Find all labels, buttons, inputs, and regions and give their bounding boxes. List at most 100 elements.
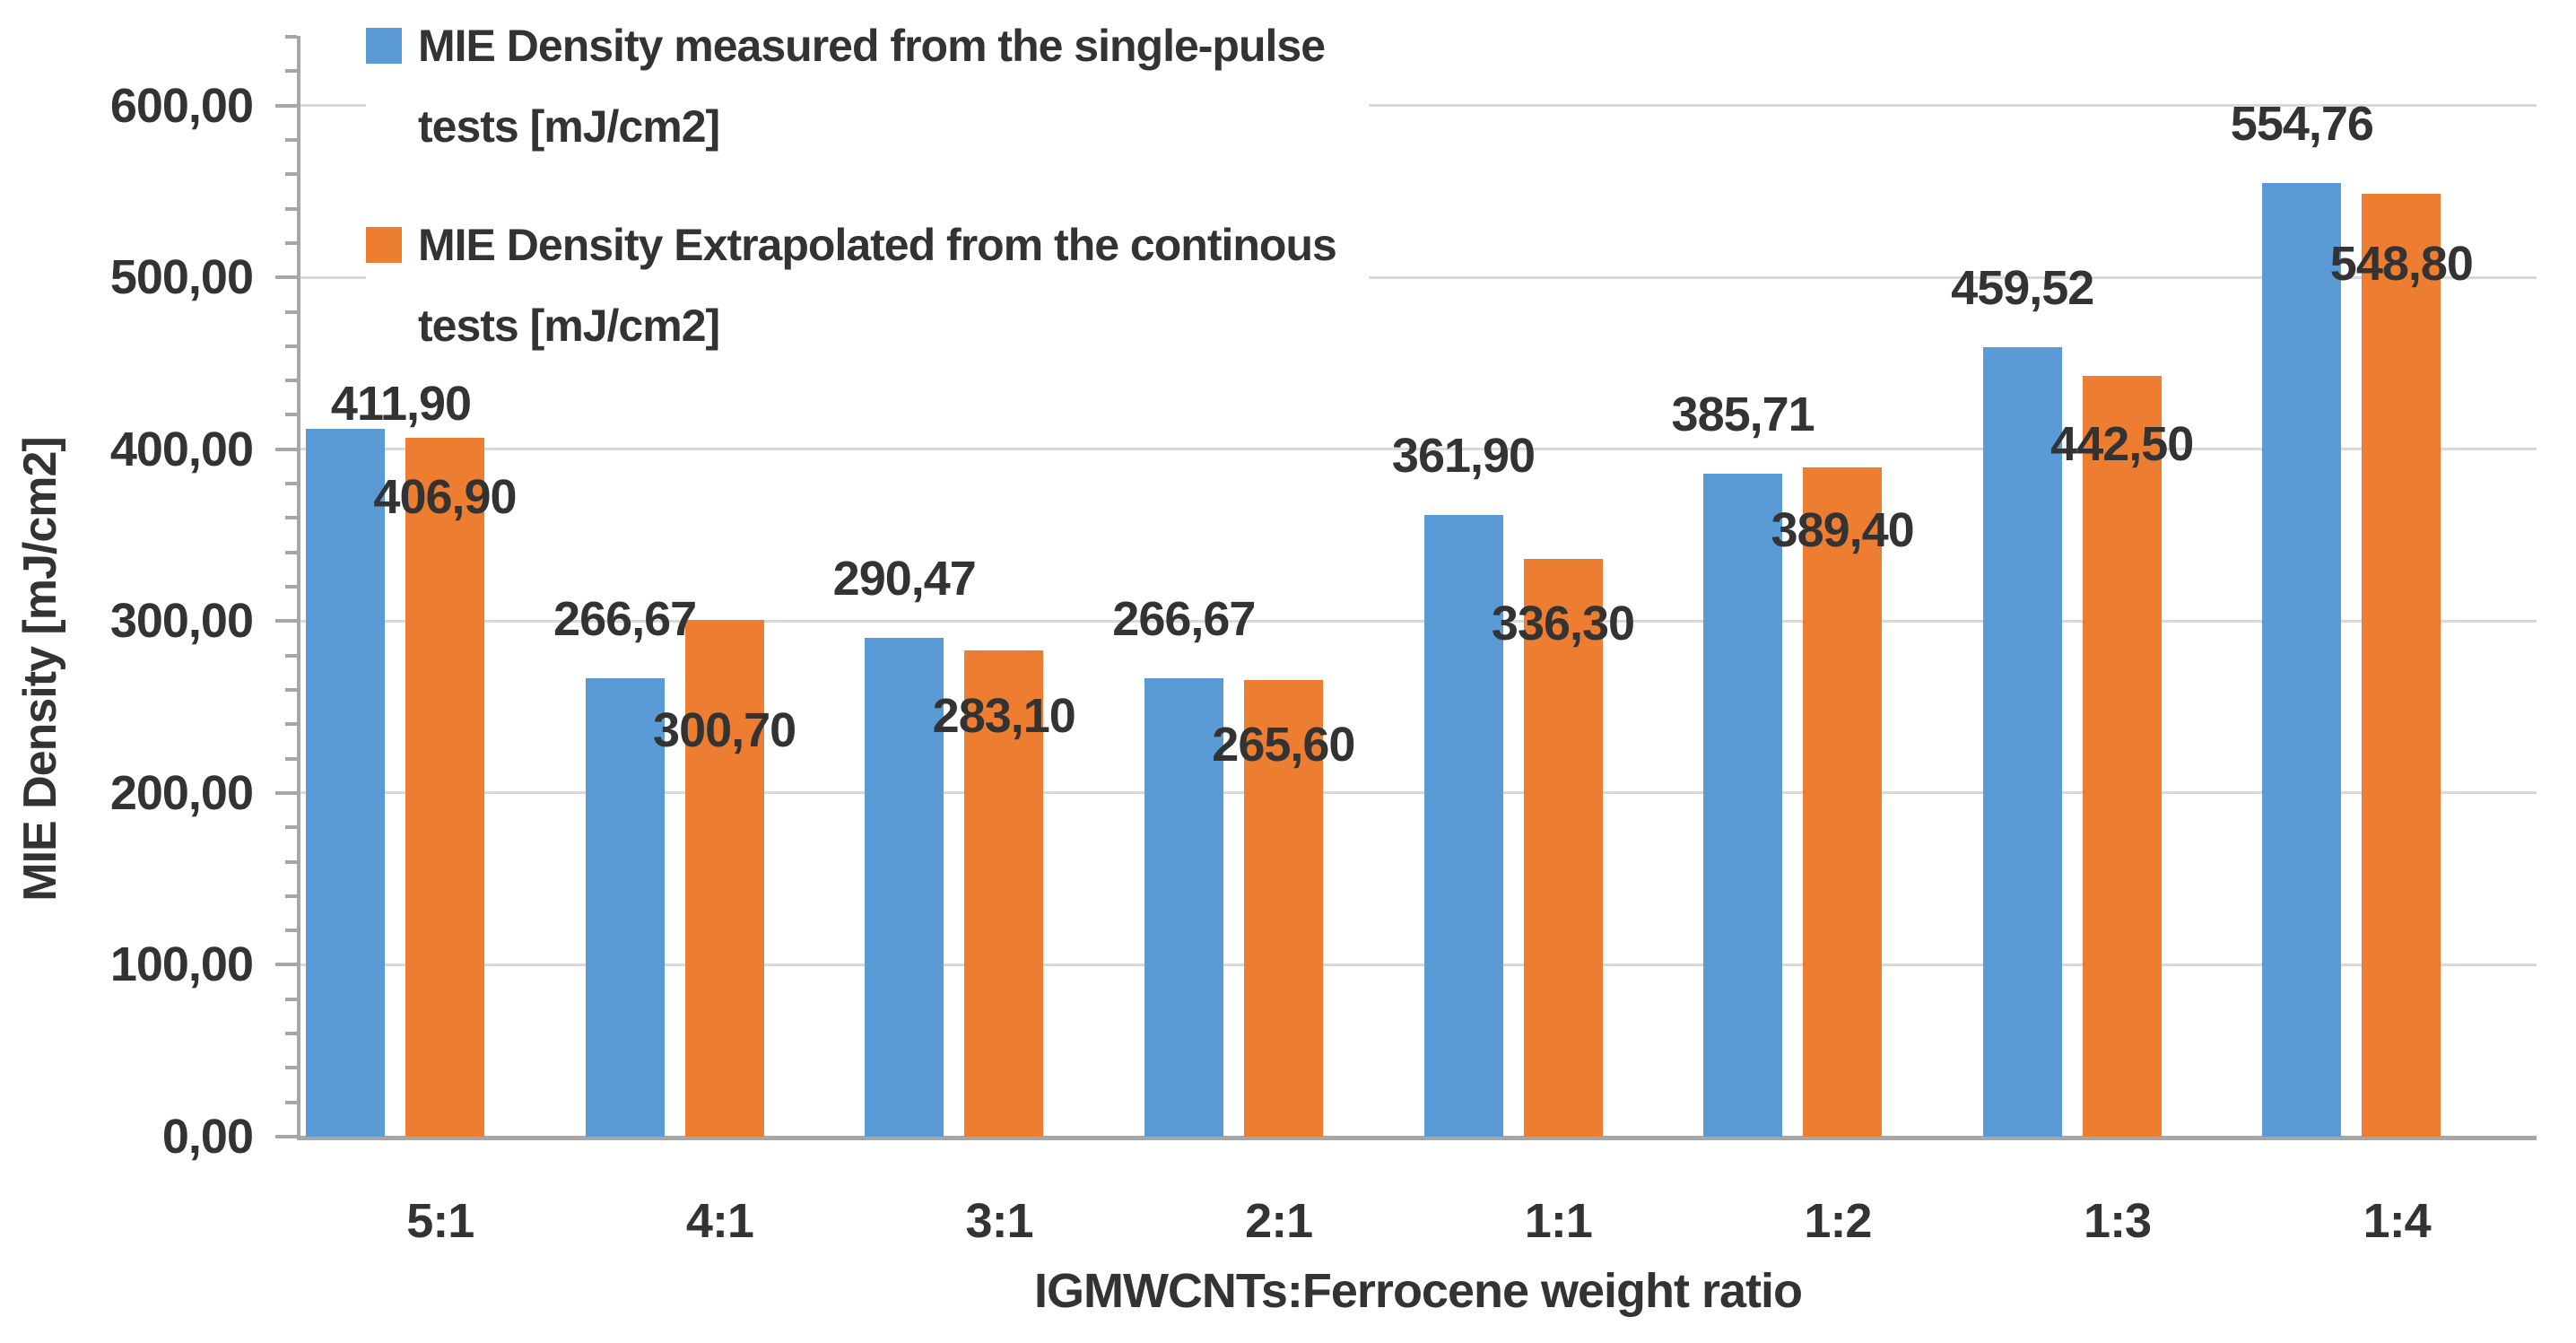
- y-axis-title: MIE Density [mJ/cm2]: [14, 437, 66, 902]
- bar-series2-2:1: [1243, 680, 1323, 1137]
- data-label-series2: 283,10: [932, 688, 1076, 743]
- data-label-series2: 406,90: [373, 469, 517, 524]
- y-minor-tick: [285, 825, 297, 830]
- bar-series2-1:3: [2082, 376, 2162, 1137]
- y-minor-tick: [285, 687, 297, 692]
- x-tick-label-2:1: 2:1: [1245, 1194, 1313, 1248]
- gridline-300: [300, 619, 2537, 623]
- x-tick-label-1:2: 1:2: [1804, 1194, 1872, 1248]
- y-minor-tick: [285, 69, 297, 74]
- y-major-tick: [275, 790, 297, 795]
- legend-label-line: tests [mJ/cm2]: [418, 301, 720, 351]
- y-tick-label: 400,00: [109, 422, 254, 476]
- legend: MIE Density measured from the single-pul…: [366, 4, 1369, 371]
- y-minor-tick: [285, 379, 297, 383]
- y-minor-tick: [285, 997, 297, 1001]
- y-minor-tick: [285, 929, 297, 933]
- y-major-tick: [275, 1135, 297, 1138]
- legend-marker-icon: [366, 28, 402, 64]
- gridline-500: [300, 275, 2537, 279]
- gridline-600: [300, 104, 2537, 108]
- gridline-200: [300, 791, 2537, 795]
- bar-series2-3:1: [964, 650, 1044, 1137]
- y-tick-label: 300,00: [109, 594, 254, 649]
- y-minor-tick: [285, 516, 297, 520]
- legend-entry-1: MIE Density measured from the single-pul…: [366, 5, 1336, 167]
- data-label-series1: 385,71: [1671, 388, 1815, 442]
- bar-series2-1:2: [1803, 467, 1883, 1137]
- bar-series1-2:1: [1144, 678, 1223, 1137]
- data-label-series1: 266,67: [1112, 592, 1256, 647]
- data-label-series2: 442,50: [2050, 417, 2194, 472]
- gridline-100: [300, 963, 2537, 966]
- bar-series1-5:1: [306, 429, 385, 1137]
- legend-label: MIE Density Extrapolated from the contin…: [418, 205, 1337, 366]
- y-minor-tick: [285, 240, 297, 245]
- y-minor-tick: [285, 653, 297, 658]
- y-major-tick: [275, 447, 297, 451]
- bar-series2-4:1: [684, 620, 764, 1137]
- bar-series1-1:4: [2262, 183, 2342, 1137]
- x-tick-label-1:4: 1:4: [2363, 1194, 2432, 1248]
- y-minor-tick: [285, 585, 297, 589]
- data-label-series1: 290,47: [832, 551, 977, 606]
- y-major-tick: [275, 963, 297, 967]
- x-tick-label-5:1: 5:1: [406, 1194, 474, 1248]
- gridline-400: [300, 448, 2537, 451]
- y-minor-tick: [285, 35, 297, 39]
- data-label-series1: 554,76: [2230, 97, 2374, 152]
- y-minor-tick: [285, 756, 297, 761]
- data-label-series2: 265,60: [1212, 718, 1355, 772]
- data-label-series2: 389,40: [1771, 503, 1915, 558]
- y-tick-label: 200,00: [109, 765, 254, 820]
- bar-series2-1:4: [2362, 193, 2441, 1137]
- legend-label: MIE Density measured from the single-pul…: [418, 5, 1326, 167]
- bar-series2-5:1: [405, 437, 484, 1137]
- y-minor-tick: [285, 722, 297, 727]
- y-minor-tick: [285, 859, 297, 864]
- bar-series2-1:1: [1523, 558, 1603, 1137]
- y-minor-tick: [285, 172, 297, 177]
- legend-entry-2: MIE Density Extrapolated from the contin…: [366, 205, 1337, 366]
- x-axis-line: [297, 1136, 2537, 1140]
- y-minor-tick: [285, 894, 297, 898]
- bar-series1-1:1: [1423, 514, 1503, 1137]
- y-tick-label: 100,00: [109, 937, 254, 992]
- y-minor-tick: [285, 1066, 297, 1070]
- y-minor-tick: [285, 482, 297, 486]
- data-label-series2: 300,70: [653, 703, 796, 757]
- x-axis-title: IGMWCNTs:Ferrocene weight ratio: [1033, 1264, 1803, 1318]
- data-label-series1: 361,90: [1391, 428, 1536, 483]
- y-major-tick: [275, 275, 297, 280]
- y-minor-tick: [285, 344, 297, 348]
- y-tick-label: 600,00: [109, 78, 254, 133]
- y-minor-tick: [285, 138, 297, 142]
- legend-label-line: MIE Density measured from the single-pul…: [418, 21, 1326, 71]
- x-tick-label-1:3: 1:3: [2084, 1194, 2152, 1248]
- y-major-tick: [275, 619, 297, 624]
- data-label-series1: 411,90: [330, 377, 472, 431]
- x-tick-label-1:1: 1:1: [1524, 1194, 1593, 1248]
- y-minor-tick: [285, 1032, 297, 1036]
- data-label-series1: 266,67: [553, 592, 697, 647]
- legend-label-line: tests [mJ/cm2]: [418, 101, 720, 152]
- y-minor-tick: [285, 550, 297, 554]
- x-tick-label-3:1: 3:1: [965, 1194, 1034, 1248]
- x-tick-label-4:1: 4:1: [685, 1194, 754, 1248]
- y-minor-tick: [285, 310, 297, 314]
- y-minor-tick: [285, 413, 297, 417]
- y-axis-line: [297, 36, 300, 1139]
- y-major-tick: [275, 103, 297, 108]
- data-label-series2: 548,80: [2329, 236, 2474, 291]
- data-label-series1: 459,52: [1951, 260, 2094, 315]
- data-label-series2: 336,30: [1491, 596, 1635, 650]
- bar-series1-1:2: [1703, 474, 1783, 1137]
- y-minor-tick: [285, 206, 297, 211]
- y-tick-label: 500,00: [109, 250, 254, 305]
- legend-label-line: MIE Density Extrapolated from the contin…: [418, 220, 1337, 270]
- bar-series1-3:1: [865, 637, 944, 1137]
- bar-series1-1:3: [1982, 346, 2062, 1137]
- legend-marker-icon: [366, 227, 402, 263]
- y-minor-tick: [285, 1100, 297, 1104]
